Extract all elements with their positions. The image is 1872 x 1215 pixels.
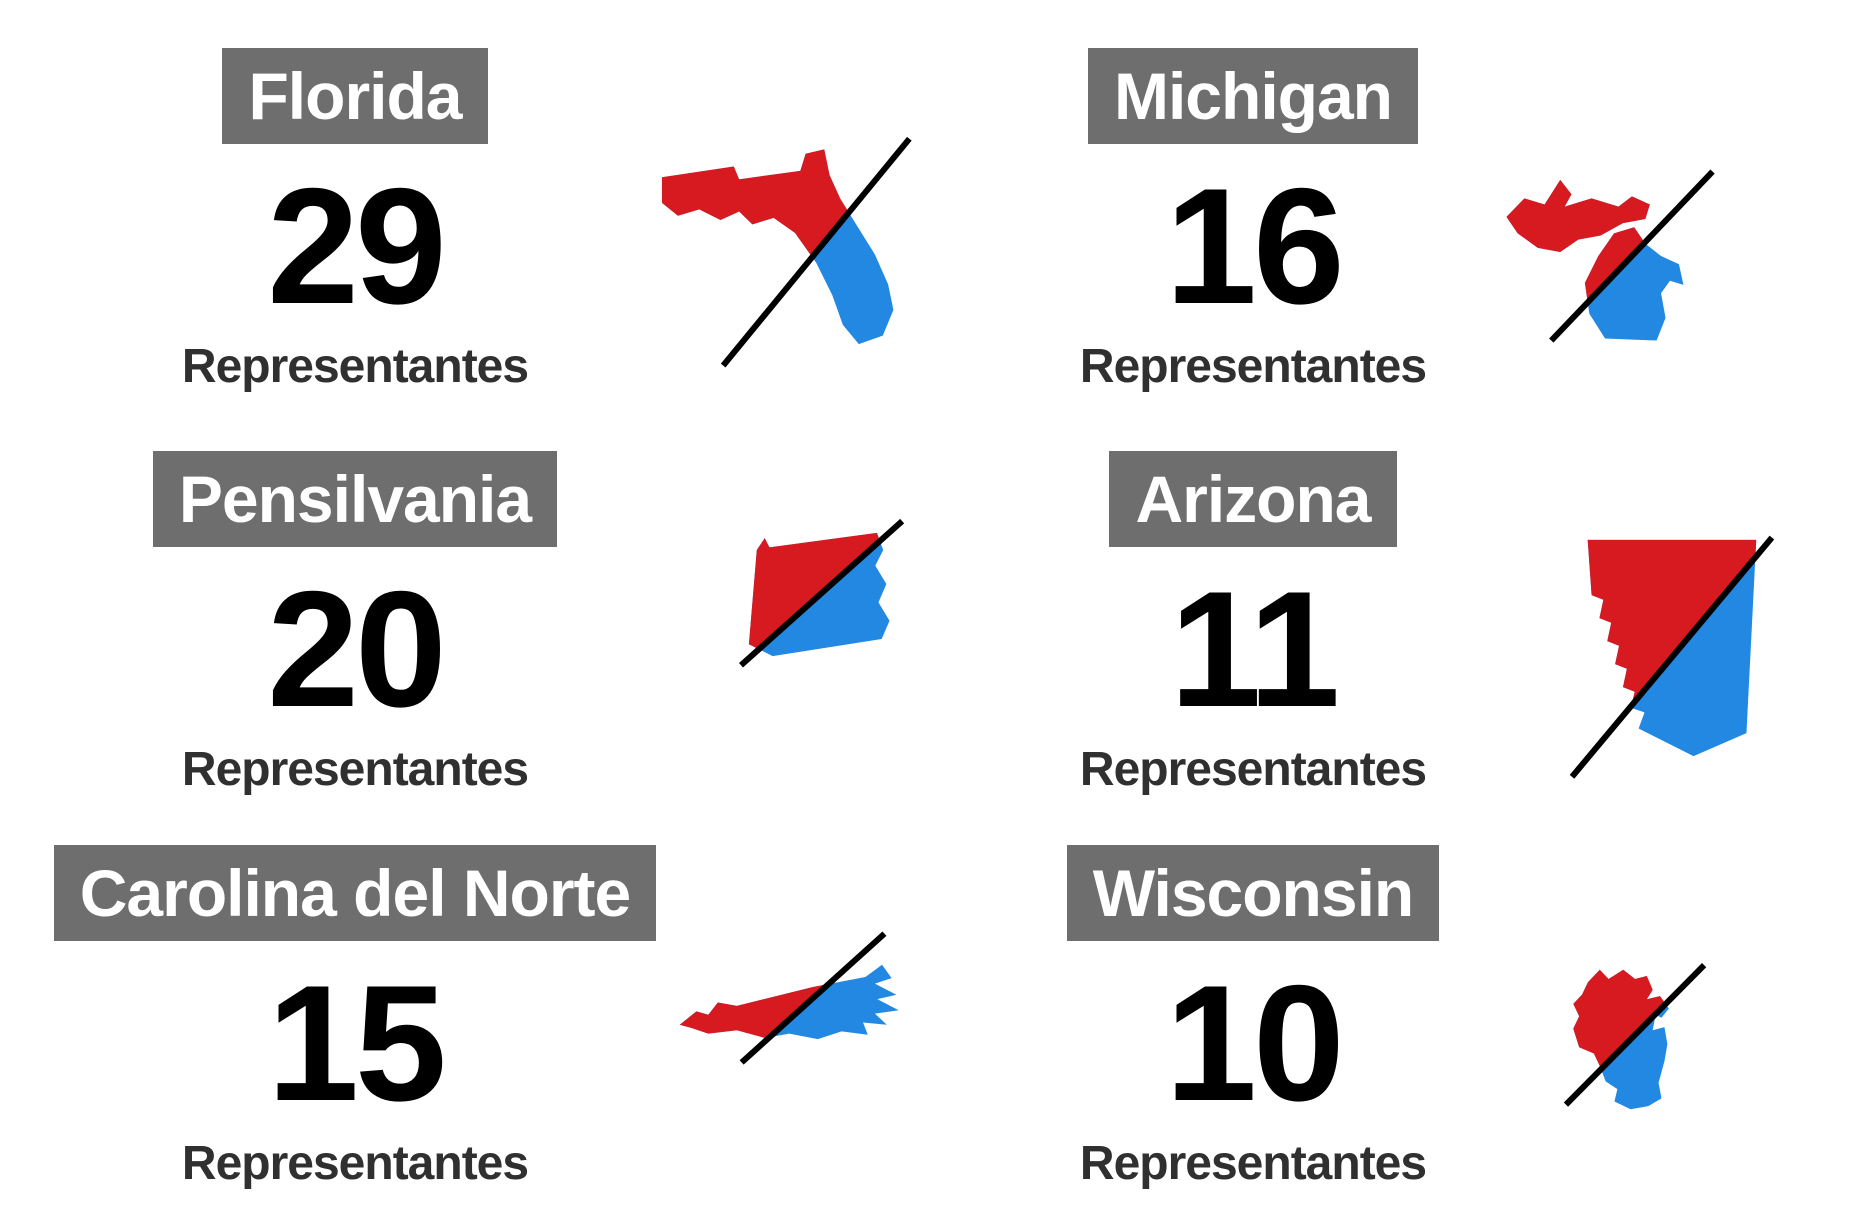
representatives-caption: Representantes [181, 743, 529, 796]
state-name-badge: Michigan [1087, 48, 1418, 144]
michigan-split-map-icon [1502, 151, 1726, 357]
wisconsin-split-map-icon [1563, 962, 1710, 1117]
arizona-split-map-icon [1572, 533, 1768, 763]
state-name: Michigan [1113, 59, 1393, 133]
representatives-caption: Representantes [181, 1137, 529, 1190]
representatives-caption: Representantes [1079, 1137, 1427, 1190]
state-card-carolina-del-norte: Carolina del Norte 15 Representantes [0, 810, 936, 1215]
state-name-badge: Arizona [1109, 451, 1397, 547]
representatives-caption: Representantes [1079, 340, 1427, 393]
north-carolina-split-map-icon [675, 947, 913, 1058]
state-card-wisconsin: Wisconsin 10 Representantes [936, 810, 1872, 1215]
representatives-caption: Representantes [181, 340, 529, 393]
state-name-badge: Pensilvania [152, 451, 558, 547]
representatives-caption: Representantes [1079, 743, 1427, 796]
state-name: Carolina del Norte [79, 856, 631, 930]
florida-split-map-icon [654, 143, 920, 357]
state-name-badge: Carolina del Norte [53, 845, 657, 941]
representatives-count: 11 [1169, 557, 1340, 741]
representatives-count: 20 [267, 557, 447, 741]
representatives-count: 15 [267, 951, 447, 1135]
state-name: Florida [248, 59, 462, 133]
state-name: Wisconsin [1092, 856, 1414, 930]
state-name-badge: Wisconsin [1066, 845, 1440, 941]
state-card-pensilvania: Pensilvania 20 Representantes [0, 405, 936, 810]
representatives-count: 10 [1165, 951, 1345, 1135]
state-name-badge: Florida [222, 48, 488, 144]
state-card-michigan: Michigan 16 Representantes [936, 0, 1872, 405]
state-name: Arizona [1135, 462, 1371, 536]
pennsylvania-split-map-icon [741, 529, 899, 660]
representatives-count: 16 [1165, 154, 1345, 338]
state-card-arizona: Arizona 11 Representantes [936, 405, 1872, 810]
representatives-count: 29 [267, 154, 447, 338]
state-card-florida: Florida 29 Representantes [0, 0, 936, 405]
state-name: Pensilvania [178, 462, 532, 536]
